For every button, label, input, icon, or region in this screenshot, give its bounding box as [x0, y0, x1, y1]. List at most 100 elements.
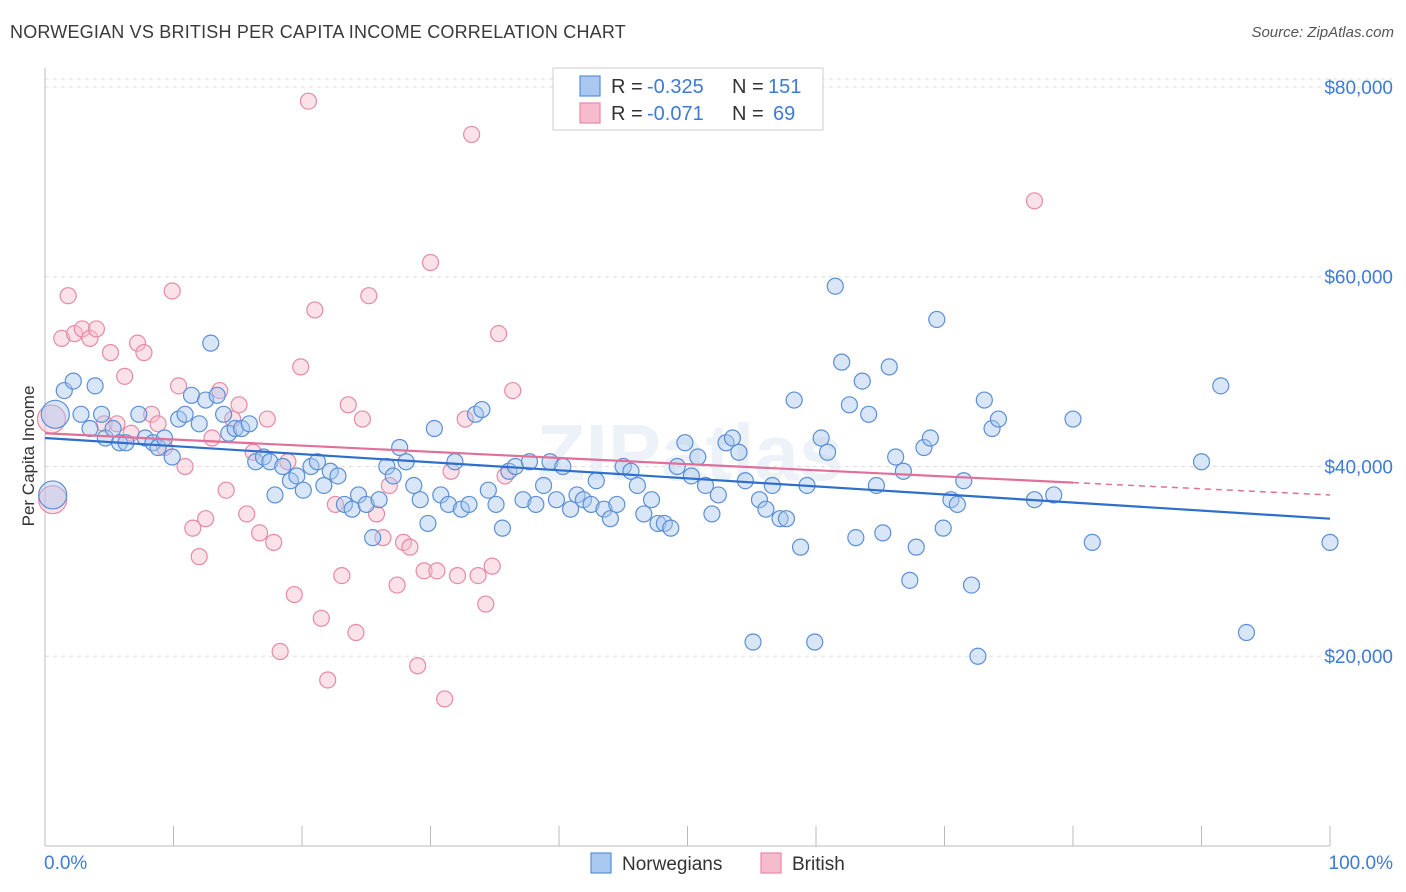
norwegian-point	[812, 429, 830, 447]
norwegian-point	[969, 647, 987, 665]
norwegian-point	[561, 500, 580, 518]
british-point	[477, 595, 495, 613]
norwegian-point	[130, 405, 148, 423]
legend-r-label-2: R =	[611, 103, 643, 125]
norwegian-point	[425, 419, 443, 438]
norwegian-point	[703, 505, 721, 523]
norwegian-point	[460, 495, 478, 514]
british-point	[380, 476, 398, 495]
norwegian-point	[473, 400, 491, 419]
norwegian-point	[915, 438, 933, 457]
norwegian-point	[928, 310, 946, 329]
y-axis-label: Per Capita Income	[19, 386, 38, 527]
norwegian-point	[771, 510, 789, 528]
norwegian-point	[315, 476, 333, 495]
y-tick-label: $20,000	[1324, 647, 1393, 668]
british-point	[230, 396, 248, 414]
norwegian-point	[894, 462, 912, 480]
norwegian-point	[983, 419, 1001, 438]
british-point	[265, 533, 283, 551]
y-tick-label: $60,000	[1324, 268, 1393, 289]
norwegian-point	[948, 495, 966, 514]
y-axis-tick-labels: $20,000 $40,000 $60,000 $80,000	[1324, 78, 1393, 668]
british-point	[347, 623, 365, 642]
norwegian-point	[601, 510, 620, 528]
norwegian-point	[635, 505, 653, 523]
norwegian-point	[479, 481, 497, 499]
norwegian-point	[595, 500, 613, 518]
norwegian-point	[215, 405, 233, 423]
norwegian-point	[730, 443, 748, 461]
legend-swatch-british	[579, 102, 601, 124]
bottom-legend-swatch-british	[760, 852, 782, 874]
british-point	[211, 381, 229, 400]
norwegian-point	[439, 495, 458, 514]
british-point	[135, 344, 153, 362]
norwegian-point	[1237, 623, 1256, 642]
y-tick-label: $80,000	[1324, 78, 1393, 99]
norwegian-point	[329, 467, 347, 485]
norwegian-point	[208, 386, 226, 404]
norwegian-point	[294, 481, 312, 499]
x-axis-ticks	[173, 826, 1331, 846]
norwegian-point	[880, 358, 898, 376]
norwegian-point	[493, 519, 512, 537]
norwegian-point	[901, 571, 919, 589]
british-point	[170, 377, 188, 395]
norwegian-point	[72, 405, 90, 423]
norwegian-point	[806, 633, 824, 651]
norwegian-point	[534, 476, 553, 495]
legend-swatch-norwegians	[579, 75, 601, 97]
norwegian-point	[587, 472, 605, 490]
british-point	[469, 566, 487, 585]
norwegian-point	[777, 510, 796, 528]
norwegian-point	[1212, 377, 1230, 395]
correlation-legend: R = -0.325 N = 151 R = -0.071 N = 69	[552, 67, 824, 131]
british-point	[360, 287, 378, 305]
norwegian-point	[860, 405, 878, 423]
norwegian-point	[274, 457, 292, 476]
british-point	[299, 92, 318, 110]
british-point	[271, 642, 289, 661]
british-point	[463, 125, 481, 144]
norwegian-trend-line	[44, 436, 1331, 520]
british-point	[258, 410, 276, 428]
british-point	[292, 358, 310, 376]
grid-lines	[45, 78, 1392, 657]
british-point	[483, 557, 501, 575]
norwegian-point	[662, 519, 680, 537]
norwegian-point	[682, 467, 700, 485]
bottom-legend-label-norwegians: Norwegians	[622, 854, 722, 875]
british-point	[285, 585, 303, 604]
norwegian-point	[833, 353, 851, 371]
british-point	[203, 429, 221, 447]
norwegian-point	[628, 476, 646, 495]
british-point	[401, 538, 419, 556]
british-point	[388, 576, 406, 594]
legend-r-value-1: -0.325	[647, 76, 704, 98]
british-point	[333, 566, 351, 585]
source-label: Source: ZipAtlas.com	[1251, 24, 1394, 41]
british-point	[456, 410, 474, 428]
x-tick-label-min: 0.0%	[44, 853, 87, 874]
norwegian-point	[826, 277, 844, 295]
x-tick-label-max: 100.0%	[1329, 853, 1394, 874]
norwegian-point	[1045, 486, 1063, 504]
british-point	[190, 548, 208, 566]
norwegian-point	[176, 405, 194, 423]
norwegian-point	[649, 514, 667, 533]
british-point	[197, 510, 215, 528]
british-point	[101, 344, 120, 362]
norwegian-point	[202, 334, 220, 352]
norwegian-point	[785, 391, 803, 409]
legend-n-value-1: 151	[768, 76, 801, 98]
british-point	[326, 495, 345, 514]
norwegian-point	[757, 500, 775, 518]
norwegian-point	[668, 457, 686, 476]
norwegian-point	[266, 486, 284, 504]
british-point	[504, 381, 522, 400]
norwegian-point	[608, 495, 626, 514]
norwegian-point	[642, 491, 661, 509]
british-point	[448, 566, 467, 585]
